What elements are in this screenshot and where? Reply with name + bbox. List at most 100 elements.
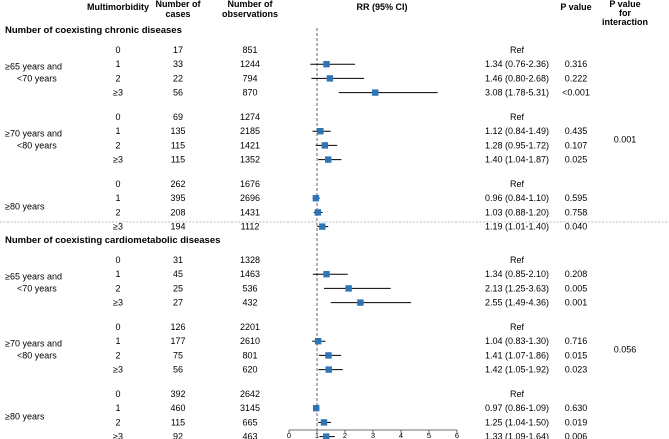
row-cases: 31 [173, 255, 183, 265]
group-label: ≥70 years and [5, 128, 62, 138]
row-observations: 801 [242, 350, 257, 360]
row-level: ≥3 [113, 222, 123, 232]
row-observations: 2642 [240, 389, 260, 399]
row-pvalue: 0.630 [565, 403, 588, 413]
row-observations: 1431 [240, 207, 260, 217]
x-tick-label: 1 [315, 431, 319, 439]
row-cases: 22 [173, 73, 183, 83]
row-cases: 115 [171, 140, 185, 150]
row-level: 1 [115, 59, 120, 69]
row-cases: 33 [173, 59, 183, 69]
row-cases: 208 [170, 207, 185, 217]
row-rr-text: 1.41 (1.07-1.86) [485, 350, 549, 360]
row-level: ≥3 [113, 432, 123, 439]
row-pvalue: 0.023 [565, 365, 588, 375]
row-cases: 56 [173, 365, 183, 375]
row-level: 0 [115, 389, 120, 399]
rr-marker [323, 61, 330, 68]
row-cases: 92 [173, 432, 183, 439]
panel-title: Number of coexisting chronic diseases [5, 25, 182, 36]
row-rr-text: 1.04 (0.83-1.30) [485, 336, 549, 346]
row-cases: 17 [173, 45, 183, 55]
row-pvalue: 0.001 [565, 298, 588, 308]
row-observations: 3145 [240, 403, 260, 413]
row-observations: 1421 [240, 140, 260, 150]
row-cases: 56 [173, 88, 183, 98]
rr-marker [314, 338, 322, 345]
row-pvalue: 0.435 [565, 126, 588, 136]
row-pvalue: 0.595 [565, 193, 588, 203]
row-rr-text: Ref [510, 179, 525, 189]
row-cases: 27 [173, 298, 183, 308]
row-rr-text: 1.03 (0.88-1.20) [485, 207, 549, 217]
row-pvalue: 0.107 [565, 140, 588, 150]
header-pvalue: P value [560, 2, 591, 12]
x-tick-label: 5 [427, 431, 431, 439]
header-interaction: interaction [602, 17, 648, 27]
row-rr-text: 1.28 (0.95-1.72) [485, 140, 549, 150]
rr-marker [357, 299, 364, 306]
row-rr-text: 1.40 (1.04-1.87) [485, 155, 549, 165]
group-label: ≥70 years and [5, 338, 62, 348]
row-pvalue: 0.222 [565, 73, 588, 83]
rr-marker [345, 285, 352, 292]
row-cases: 392 [170, 389, 185, 399]
group-label: <80 years [17, 350, 57, 360]
row-rr-text: 0.97 (0.86-1.09) [485, 403, 549, 413]
row-pvalue: 0.019 [565, 417, 588, 427]
row-rr-text: Ref [510, 255, 525, 265]
row-level: 2 [115, 283, 120, 293]
row-level: 2 [115, 417, 120, 427]
row-cases: 115 [171, 417, 185, 427]
row-cases: 135 [170, 126, 185, 136]
row-level: 0 [115, 255, 120, 265]
row-cases: 395 [170, 193, 185, 203]
row-level: 0 [115, 322, 120, 332]
row-observations: 620 [242, 365, 257, 375]
rr-marker [320, 419, 328, 426]
row-rr-text: 1.46 (0.80-2.68) [485, 73, 549, 83]
rr-marker [317, 128, 324, 135]
row-level: 0 [115, 179, 120, 189]
header-observations: Number of [228, 0, 274, 9]
rr-marker [326, 75, 334, 82]
header-interaction: for [619, 8, 631, 18]
group-interaction-p: 0.001 [614, 134, 637, 144]
rr-marker [325, 156, 332, 163]
row-cases: 115 [171, 155, 185, 165]
row-observations: 2610 [240, 336, 260, 346]
row-level: 0 [115, 112, 120, 122]
row-cases: 69 [173, 112, 183, 122]
row-cases: 75 [173, 350, 183, 360]
row-level: ≥3 [113, 88, 123, 98]
row-rr-text: 1.12 (0.84-1.49) [485, 126, 549, 136]
row-rr-text: 1.33 (1.09-1.64) [485, 432, 549, 439]
row-observations: 1274 [240, 112, 260, 122]
row-level: 0 [115, 45, 120, 55]
row-observations: 1328 [240, 255, 260, 265]
row-level: 2 [115, 140, 120, 150]
row-observations: 2201 [240, 322, 260, 332]
row-observations: 870 [242, 88, 257, 98]
rr-marker [325, 366, 332, 373]
row-cases: 262 [170, 179, 185, 189]
row-rr-text: 2.13 (1.25-3.63) [485, 283, 549, 293]
rr-marker [319, 223, 326, 230]
row-level: ≥3 [113, 365, 123, 375]
row-rr-text: 0.96 (0.84-1.10) [485, 193, 549, 203]
row-rr-text: 1.19 (1.01-1.40) [485, 222, 549, 232]
row-level: 1 [115, 269, 120, 279]
header-interaction: P value [609, 0, 640, 9]
row-observations: 1352 [240, 155, 260, 165]
row-pvalue: 0.005 [565, 283, 588, 293]
row-level: ≥3 [113, 298, 123, 308]
row-cases: 45 [173, 269, 183, 279]
group-label: ≥80 years [5, 201, 45, 211]
row-pvalue: 0.040 [565, 222, 588, 232]
row-observations: 1244 [240, 59, 260, 69]
row-pvalue: <0.001 [562, 88, 590, 98]
row-rr-text: Ref [510, 112, 525, 122]
row-observations: 665 [242, 417, 257, 427]
row-rr-text: 2.55 (1.49-4.36) [485, 298, 549, 308]
panel-title: Number of coexisting cardiometabolic dis… [5, 235, 220, 246]
